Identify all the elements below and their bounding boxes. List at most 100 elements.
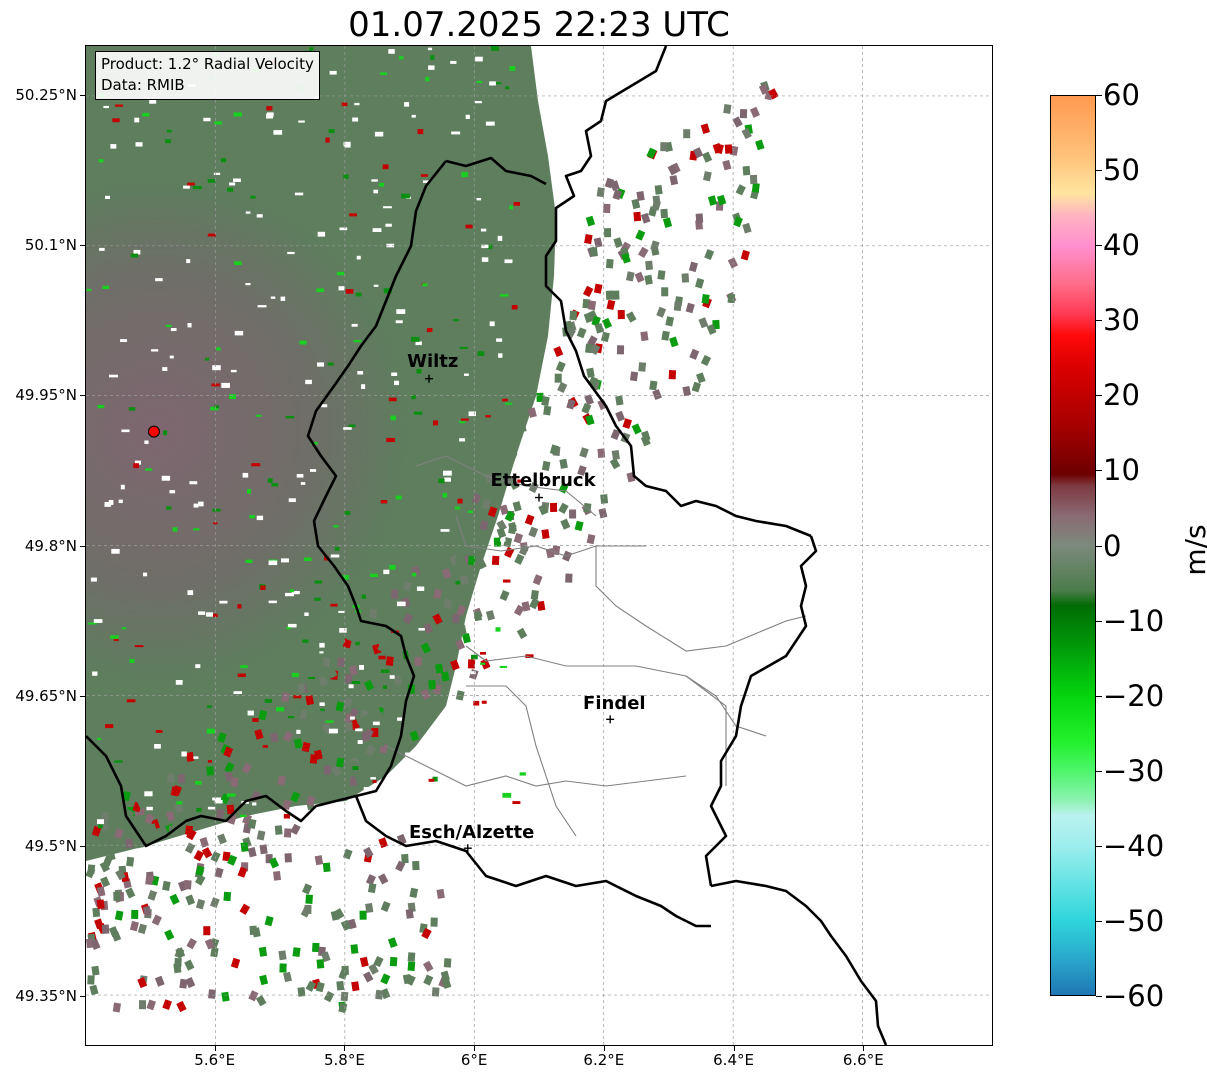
echo-pixel <box>454 506 461 510</box>
echo-pixel <box>613 237 623 248</box>
echo-pixel <box>402 973 412 985</box>
echo-pixel <box>493 537 502 547</box>
echo-pixel <box>489 321 495 327</box>
echo-pixel <box>433 535 444 547</box>
echo-pixel <box>741 127 752 140</box>
echo-pixel <box>425 76 430 82</box>
echo-pixel <box>689 348 700 360</box>
echo-pixel <box>210 947 219 958</box>
echo-pixel <box>386 243 395 248</box>
canton-border <box>595 546 807 652</box>
echo-pixel <box>499 589 510 602</box>
echo-pixel <box>456 604 467 616</box>
echo-pixel <box>380 900 391 912</box>
echo-pixel <box>112 1002 122 1013</box>
echo-pixel <box>169 355 174 359</box>
echo-pixel <box>536 392 544 402</box>
echo-pixel <box>566 398 576 410</box>
echo-pixel <box>274 825 283 835</box>
echo-pixel <box>516 627 528 640</box>
echo-pixel <box>373 189 379 194</box>
echo-pixel <box>145 875 154 885</box>
product-info-box: Product: 1.2° Radial Velocity Data: RMIB <box>95 51 320 100</box>
echo-pixel <box>428 778 435 782</box>
echo-pixel <box>144 813 155 825</box>
echo-pixel <box>430 917 438 927</box>
echo-pixel <box>631 198 641 210</box>
echo-pixel <box>94 918 104 930</box>
echo-pixel <box>605 290 614 300</box>
echo-pixel <box>422 960 434 972</box>
echo-pixel <box>615 395 624 406</box>
echo-pixel <box>280 296 286 301</box>
echo-pixel <box>465 114 470 120</box>
echo-pixel <box>133 463 139 469</box>
echo-pixel <box>147 823 157 834</box>
echo-pixel <box>97 405 105 409</box>
echo-pixel <box>598 508 608 519</box>
echo-pixel <box>217 833 227 845</box>
map-area[interactable] <box>85 45 993 1046</box>
echo-pixel <box>96 899 105 910</box>
echo-pixel <box>323 991 335 1003</box>
echo-pixel <box>418 628 425 631</box>
echo-pixel <box>528 526 539 538</box>
echo-pixel <box>378 655 386 660</box>
echo-pixel <box>735 184 746 196</box>
echo-pixel <box>300 906 312 918</box>
echo-pixel <box>517 479 522 483</box>
echo-pixel <box>732 116 743 128</box>
echo-pixel <box>108 500 114 505</box>
echo-pixel <box>234 330 244 336</box>
echo-pixel <box>646 147 657 159</box>
echo-pixel <box>271 483 279 487</box>
echo-pixel <box>330 554 340 558</box>
echo-pixel <box>258 946 268 957</box>
echo-pixel <box>485 415 491 418</box>
echo-pixel <box>268 560 278 566</box>
echo-pixel <box>137 977 148 989</box>
echo-pixel <box>382 164 389 170</box>
echo-pixel <box>412 572 417 577</box>
echo-pixel <box>237 604 242 609</box>
echo-pixel <box>229 182 236 186</box>
echo-pixel <box>649 380 658 391</box>
echo-pixel <box>451 131 461 135</box>
echo-pixel <box>698 317 709 329</box>
echo-pixel <box>162 880 171 891</box>
echo-pixel <box>185 751 195 762</box>
echo-pixel <box>98 824 103 829</box>
echo-pixel <box>541 460 551 471</box>
echo-pixel <box>133 249 141 255</box>
echo-pixel <box>507 450 518 462</box>
colorbar-tick-mark <box>1096 695 1102 697</box>
echo-pixel <box>207 806 216 810</box>
echo-pixel <box>305 980 317 992</box>
echo-pixel <box>706 323 717 335</box>
data-source-label: Data: RMIB <box>101 76 185 94</box>
echo-pixel <box>416 368 422 374</box>
echo-pixel <box>660 208 669 219</box>
echo-pixel <box>282 799 292 811</box>
echo-pixel <box>513 604 525 616</box>
echo-pixel <box>195 865 205 876</box>
echo-pixel <box>240 665 248 669</box>
echo-pixel <box>179 978 188 989</box>
echo-pixel <box>151 914 162 926</box>
echo-pixel <box>496 338 503 342</box>
echo-pixel <box>365 874 376 886</box>
echo-pixel <box>497 235 503 241</box>
echo-pixel <box>291 591 300 595</box>
echo-pixel <box>101 924 110 934</box>
echo-pixel <box>742 165 751 176</box>
echo-pixel <box>193 850 205 862</box>
colorbar-tick-label: 50 <box>1103 153 1140 188</box>
echo-pixel <box>409 730 420 742</box>
echo-pixel <box>383 288 392 294</box>
echo-pixel <box>329 70 337 75</box>
echo-pixel <box>363 846 374 859</box>
echo-pixel <box>268 772 276 782</box>
echo-pixel <box>227 187 234 192</box>
echo-pixel <box>266 106 273 111</box>
echo-pixel <box>206 728 215 734</box>
